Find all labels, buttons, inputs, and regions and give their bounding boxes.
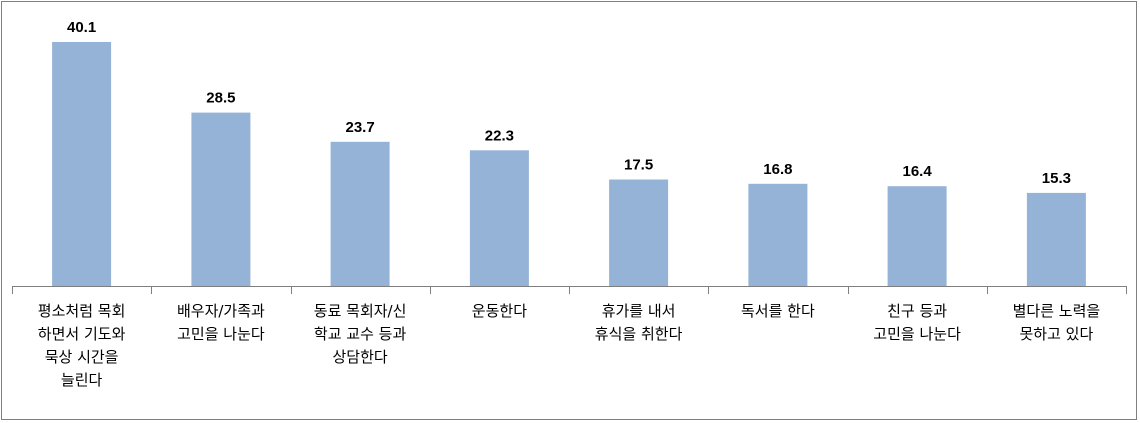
category-label-2-line-1: 배우자/가족과: [177, 302, 265, 320]
category-label-7-line-1: 친구 등과: [887, 302, 947, 320]
bar-3: [330, 141, 390, 286]
category-label-3-line-3: 상담한다: [332, 348, 387, 366]
bar-1: [52, 42, 112, 286]
bar-4: [469, 150, 529, 286]
category-label-2-line-2: 고민을 나눈다: [177, 325, 265, 343]
category-label-1-line-4: 늘린다: [61, 371, 103, 389]
data-label-8: 15.3: [1042, 170, 1071, 187]
category-label-5-line-2: 휴식을 취한다: [595, 325, 683, 343]
axis-layer: [12, 286, 1127, 294]
category-label-6-line-1: 독서를 한다: [741, 302, 815, 320]
bar-7: [887, 186, 947, 286]
bar-5: [609, 179, 669, 286]
bar-6: [748, 183, 808, 286]
bars-layer: [52, 42, 1086, 286]
category-label-1-line-3: 묵상 시간을: [45, 348, 119, 366]
bar-8: [1026, 192, 1086, 286]
category-label-1-line-2: 하면서 기도와: [38, 325, 126, 343]
category-label-7-line-2: 고민을 나눈다: [873, 325, 961, 343]
data-label-3: 23.7: [345, 119, 374, 136]
data-label-7: 16.4: [902, 163, 932, 180]
category-label-1-line-1: 평소처럼 목회: [38, 302, 126, 320]
category-label-3-line-2: 학교 교수 등과: [314, 325, 407, 343]
bar-2: [191, 112, 251, 286]
data-label-1: 40.1: [67, 19, 96, 36]
data-label-5: 17.5: [624, 157, 653, 174]
category-label-4-line-1: 운동한다: [472, 302, 527, 320]
data-label-6: 16.8: [763, 161, 792, 178]
category-label-8-line-2: 못하고 있다: [1020, 325, 1094, 343]
data-label-2: 28.5: [206, 90, 235, 107]
category-label-5-line-1: 휴가를 내서: [602, 302, 676, 320]
category-label-3-line-1: 동료 목회자/신: [314, 302, 407, 320]
data-label-4: 22.3: [485, 127, 514, 144]
category-label-8-line-1: 별다른 노력을: [1013, 302, 1101, 320]
